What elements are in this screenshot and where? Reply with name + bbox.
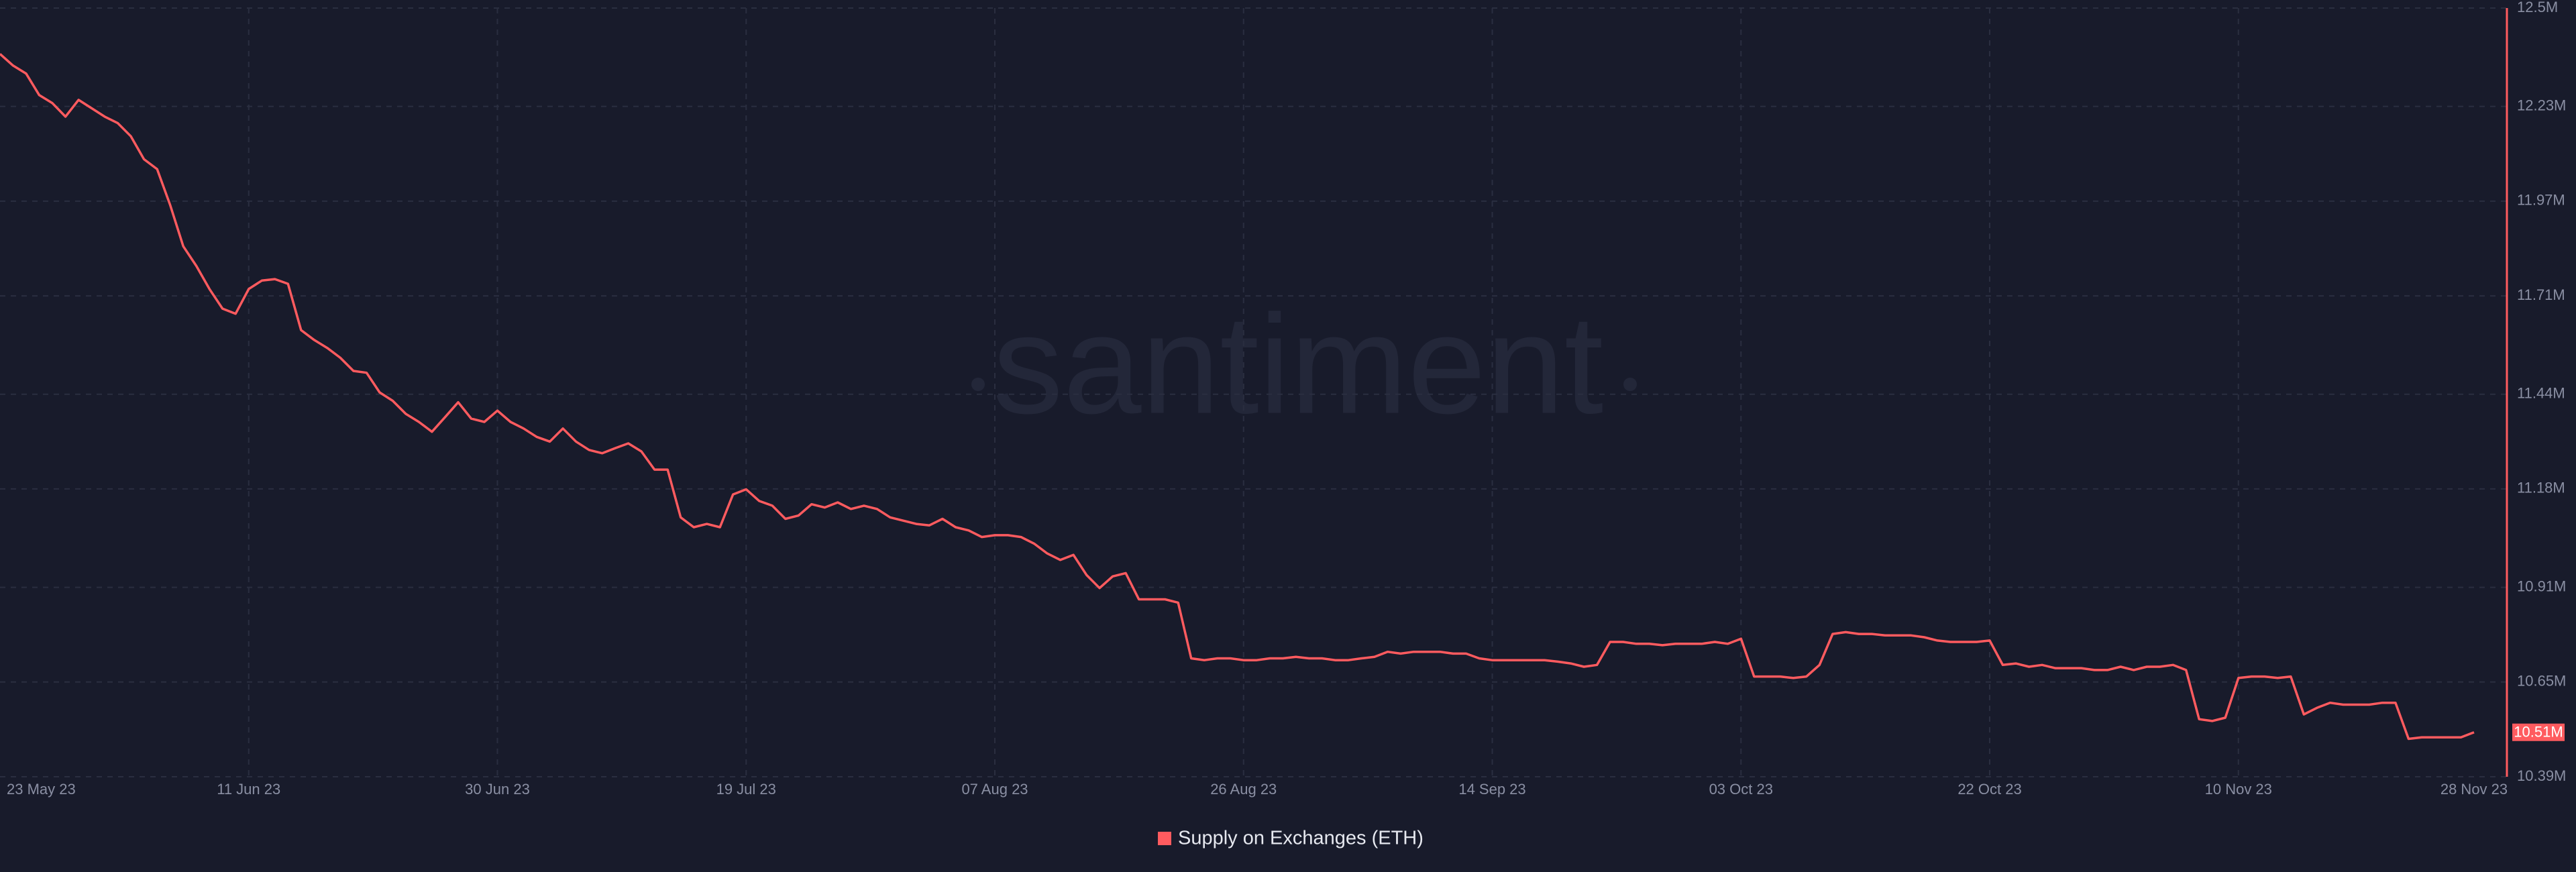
y-tick-label: 12.5M <box>2517 0 2558 15</box>
x-tick-label: 07 Aug 23 <box>961 781 1028 798</box>
y-tick-label: 11.97M <box>2517 192 2565 209</box>
y-tick-label: 10.91M <box>2517 578 2566 594</box>
x-tick-label: 03 Oct 23 <box>1709 781 1773 798</box>
x-tick-label: 11 Jun 23 <box>217 781 280 798</box>
y-tick-label: 10.65M <box>2517 673 2566 690</box>
current-value-badge <box>2512 723 2565 741</box>
y-tick-label: 11.18M <box>2517 480 2565 496</box>
x-tick-label: 10 Nov 23 <box>2205 781 2272 798</box>
x-tick-label: 28 Nov 23 <box>2440 781 2508 798</box>
legend: Supply on Exchanges (ETH) <box>1158 828 1424 849</box>
x-tick-label: 14 Sep 23 <box>1458 781 1525 798</box>
x-tick-label: 30 Jun 23 <box>465 781 530 798</box>
x-tick-label: 23 May 23 <box>7 781 76 798</box>
x-tick-label: 26 Aug 23 <box>1210 781 1277 798</box>
legend-label: Supply on Exchanges (ETH) <box>1178 828 1424 849</box>
watermark-dot <box>1623 378 1637 391</box>
data-line <box>0 53 2475 741</box>
x-tick-label: 19 Jul 23 <box>716 781 776 798</box>
watermark-text: santiment <box>993 285 1603 443</box>
y-tick-label: 12.23M <box>2517 97 2566 113</box>
watermark: santiment <box>971 285 1637 443</box>
x-tick-label: 22 Oct 23 <box>1957 781 2021 798</box>
y-tick-label: 11.44M <box>2517 385 2565 402</box>
legend-swatch <box>1158 832 1171 845</box>
current-value-label: 10.51M <box>2514 724 2563 741</box>
watermark-dot <box>971 378 985 391</box>
y-tick-label: 11.71M <box>2517 286 2565 303</box>
y-tick-label: 10.39M <box>2517 767 2566 784</box>
